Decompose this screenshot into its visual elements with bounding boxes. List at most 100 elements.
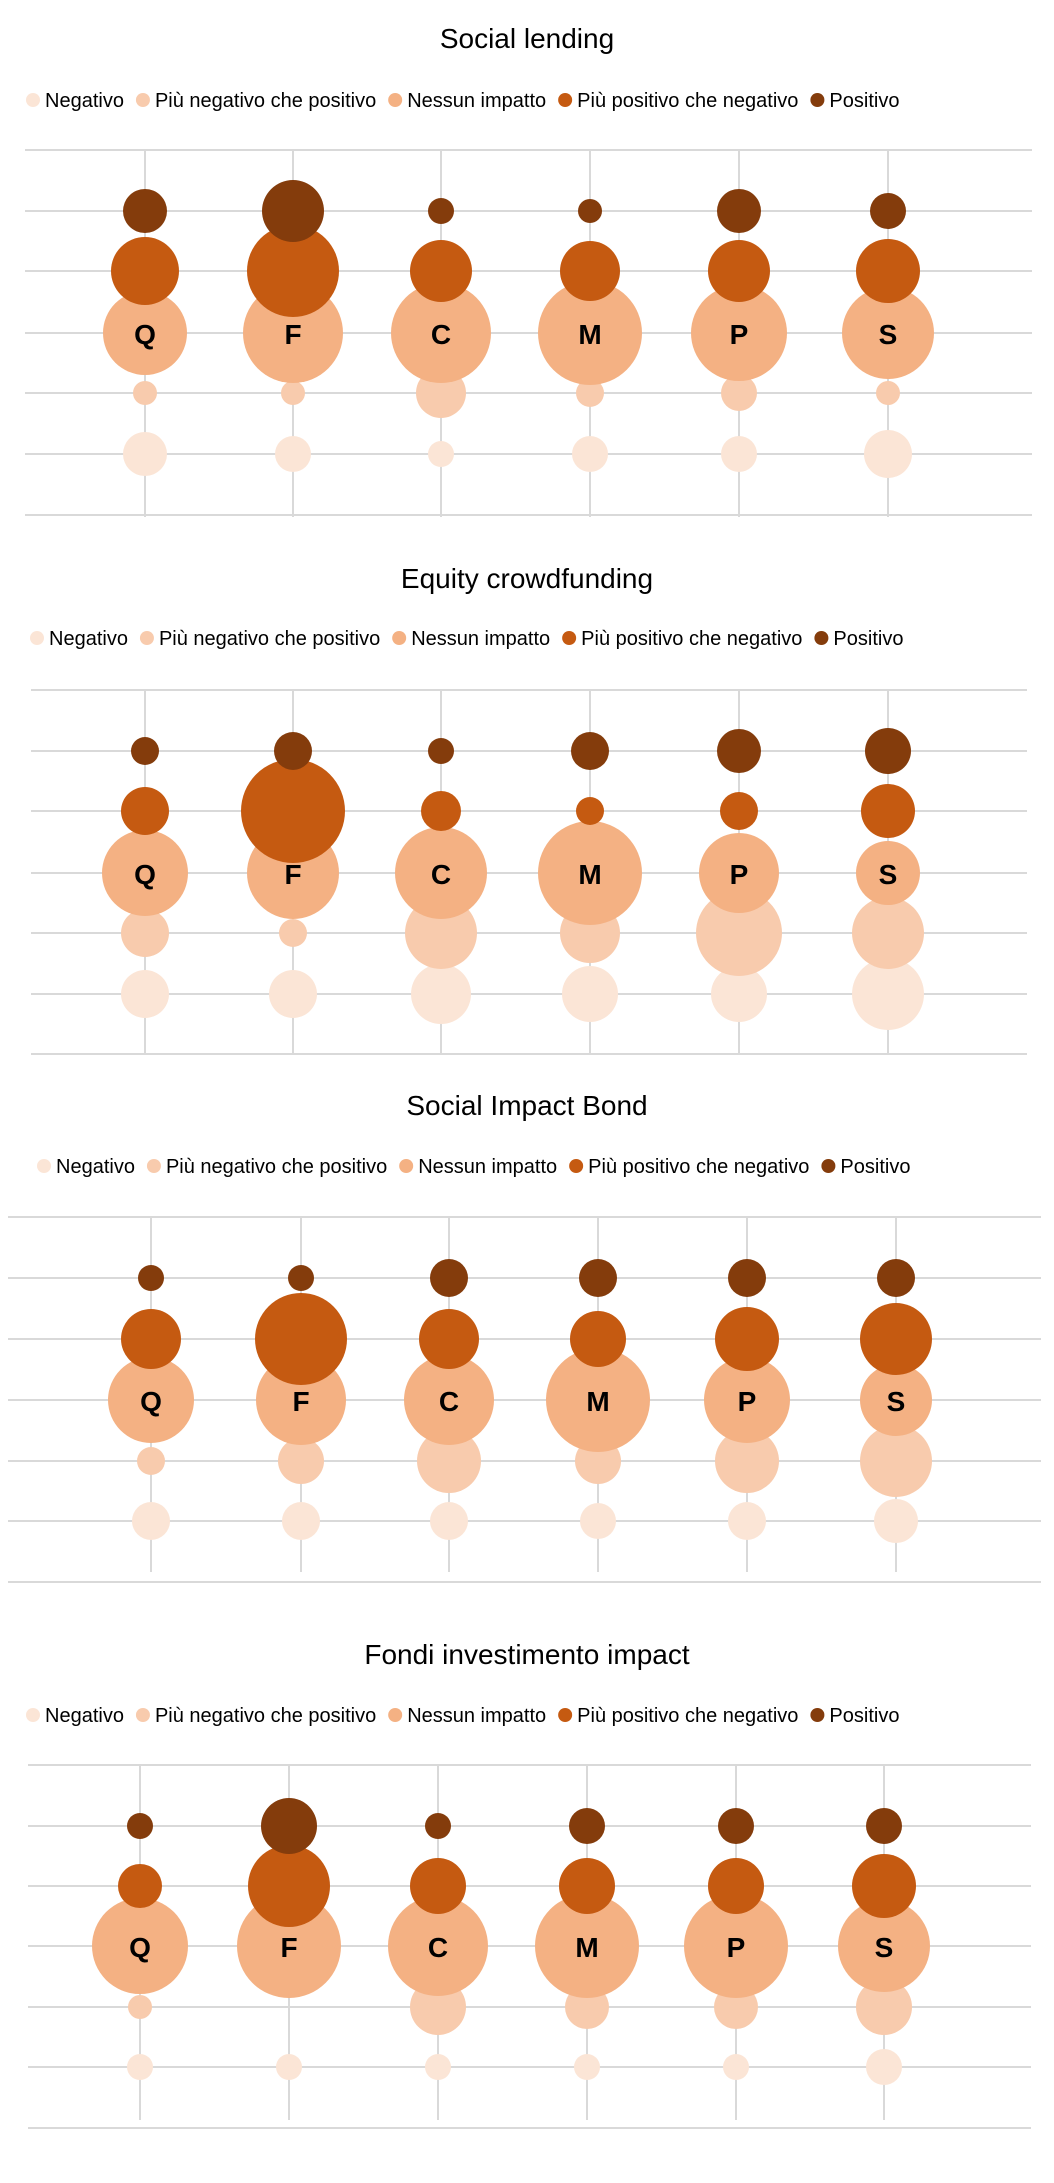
legend-item-piu-positivo-che-negativo: Più positivo che negativo	[569, 1156, 809, 1178]
category-label-q: Q	[134, 319, 156, 350]
bubble-piu-positivo-che-negativo-m	[576, 797, 604, 825]
bubble-piu-positivo-che-negativo-s	[852, 1854, 916, 1918]
bubble-nessun-impatto-s	[860, 1364, 932, 1436]
legend-label: Nessun impatto	[407, 1705, 546, 1727]
legend-item-negativo: Negativo	[26, 1705, 124, 1727]
category-label-p: P	[730, 319, 749, 350]
bubble-nessun-impatto-m	[538, 821, 642, 925]
bubble-piu-positivo-che-negativo-c	[410, 1858, 466, 1914]
legend-item-nessun-impatto: Nessun impatto	[392, 628, 550, 650]
bubble-piu-positivo-che-negativo-m	[560, 241, 620, 301]
bubble-positivo-m	[569, 1808, 605, 1844]
bubble-nessun-impatto-c	[404, 1355, 494, 1445]
legend-label: Positivo	[829, 90, 899, 112]
category-label-s: S	[887, 1386, 906, 1417]
bubble-negativo-c	[428, 441, 454, 467]
legend-label: Negativo	[56, 1156, 135, 1178]
legend-label: Più positivo che negativo	[581, 628, 802, 650]
legend-item-piu-negativo-che-positivo: Più negativo che positivo	[135, 90, 376, 112]
bubble-positivo-m	[571, 732, 609, 770]
bubble-nessun-impatto-m	[538, 281, 642, 385]
bubble-negativo-s	[864, 430, 912, 478]
bubble-negativo-p	[723, 2054, 749, 2080]
bubble-positivo-f	[262, 180, 324, 242]
category-label-c: C	[431, 319, 451, 350]
bubble-piu-positivo-che-negativo-p	[708, 1858, 764, 1914]
bubble-positivo-p	[717, 189, 761, 233]
chart-equity-crowdfunding: Equity crowdfunding Negativo Più negativo …	[30, 563, 1027, 1055]
category-label-m: M	[578, 859, 601, 890]
bubble-positivo-s	[870, 193, 906, 229]
bubble-positivo-f	[261, 1798, 317, 1854]
bubble-negativo-p	[728, 1502, 766, 1540]
legend: Negativo Più negativo che positivo Nessun …	[37, 1156, 910, 1178]
bubble-piu-positivo-che-negativo-f	[241, 759, 345, 863]
bubble-nessun-impatto-m	[535, 1894, 639, 1998]
legend-label: Più negativo che positivo	[166, 1156, 387, 1178]
bubble-piu-negativo-che-positivo-p	[696, 890, 782, 976]
category-label-c: C	[431, 859, 451, 890]
bubble-positivo-m	[579, 1259, 617, 1297]
bubble-piu-positivo-che-negativo-s	[860, 1303, 932, 1375]
bubble-negativo-m	[580, 1503, 616, 1539]
legend-marker	[26, 1708, 40, 1722]
category-label-m: M	[578, 319, 601, 350]
category-label-q: Q	[134, 859, 156, 890]
category-label-c: C	[428, 1932, 448, 1963]
legend-label: Positivo	[840, 1156, 910, 1178]
legend-label: Positivo	[833, 628, 903, 650]
legend-marker	[26, 93, 40, 107]
category-label-p: P	[727, 1932, 746, 1963]
bubble-piu-positivo-che-negativo-f	[248, 1845, 330, 1927]
legend-marker	[821, 1159, 836, 1173]
bubble-negativo-s	[852, 958, 924, 1030]
legend-label: Negativo	[45, 1705, 124, 1727]
bubble-piu-negativo-che-positivo-f	[281, 381, 305, 405]
bubble-positivo-s	[877, 1259, 915, 1297]
category-label-f: F	[284, 319, 301, 350]
bubble-negativo-s	[866, 2049, 902, 2085]
bubble-piu-positivo-che-negativo-c	[421, 791, 461, 831]
bubble-negativo-s	[874, 1499, 918, 1543]
bubble-piu-negativo-che-positivo-m	[576, 379, 604, 407]
bubble-nessun-impatto-s	[838, 1900, 930, 1992]
legend: Negativo Più negativo che positivo Nessun …	[26, 90, 899, 112]
category-label-q: Q	[129, 1932, 151, 1963]
category-label-s: S	[875, 1932, 894, 1963]
legend-label: Negativo	[49, 628, 128, 650]
bubble-piu-negativo-che-positivo-s	[876, 381, 900, 405]
bubble-negativo-q	[132, 1502, 170, 1540]
legend-marker	[562, 631, 577, 645]
legend-item-negativo: Negativo	[30, 628, 128, 650]
legend-label: Nessun impatto	[411, 628, 550, 650]
bubble-positivo-f	[274, 732, 312, 770]
bubble-piu-positivo-che-negativo-f	[255, 1293, 347, 1385]
category-label-f: F	[280, 1932, 297, 1963]
bubble-piu-negativo-che-positivo-s	[856, 1979, 912, 2035]
legend-label: Nessun impatto	[418, 1156, 557, 1178]
chart-title: Social Impact Bond	[406, 1090, 647, 1121]
bubble-nessun-impatto-p	[691, 285, 787, 381]
bubble-piu-positivo-che-negativo-q	[121, 1309, 181, 1369]
legend-marker	[399, 1159, 414, 1173]
bubble-piu-positivo-che-negativo-q	[118, 1864, 162, 1908]
chart-social-impact-bond: Social Impact Bond Negativo Più negativo c…	[8, 1090, 1041, 1583]
bubble-positivo-q	[138, 1265, 164, 1291]
bubble-positivo-s	[865, 728, 911, 774]
bubble-positivo-c	[430, 1259, 468, 1297]
bubble-negativo-f	[276, 2054, 302, 2080]
bubble-negativo-p	[711, 966, 767, 1022]
bubble-positivo-c	[428, 198, 454, 224]
bubble-negativo-c	[411, 964, 471, 1024]
bubble-nessun-impatto-p	[704, 1357, 790, 1443]
bubble-positivo-p	[728, 1259, 766, 1297]
bubble-negativo-q	[121, 970, 169, 1018]
category-label-s: S	[879, 859, 898, 890]
legend-marker	[558, 93, 573, 107]
bubble-positivo-c	[428, 738, 454, 764]
legend-label: Più negativo che positivo	[155, 90, 376, 112]
legend: Negativo Più negativo che positivo Nessun …	[26, 1705, 899, 1727]
bubble-nessun-impatto-s	[856, 841, 920, 905]
legend-marker	[569, 1159, 584, 1173]
